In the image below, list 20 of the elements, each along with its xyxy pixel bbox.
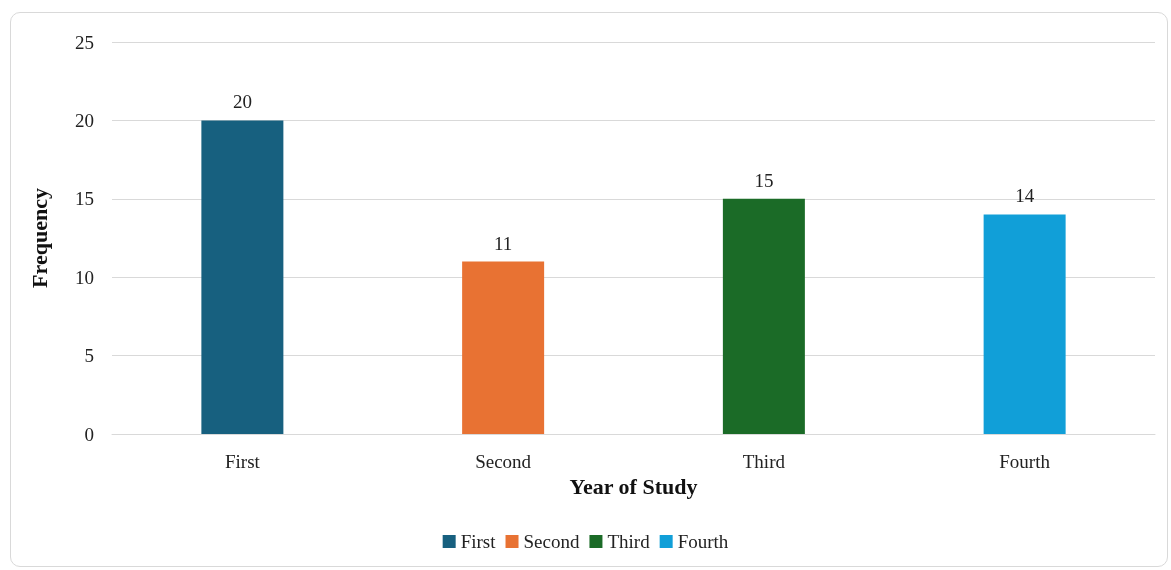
y-tick-label: 0 (84, 423, 94, 445)
x-tick-label: Second (475, 451, 532, 472)
data-label: 15 (754, 169, 774, 191)
y-tick-label: 20 (75, 109, 94, 131)
x-axis-title: Year of Study (569, 474, 698, 500)
x-tick-label: Fourth (999, 451, 1051, 472)
data-label: 11 (493, 232, 513, 254)
legend-label: Second (523, 531, 580, 552)
y-tick-label: 10 (75, 266, 94, 288)
legend-label: First (460, 531, 497, 552)
x-tick-label: First (224, 451, 261, 472)
data-label: 20 (232, 91, 252, 113)
data-label: 14 (1015, 185, 1035, 207)
y-tick-label: 5 (84, 345, 94, 367)
y-tick-label: 15 (75, 188, 94, 210)
y-tick-label: 25 (75, 31, 94, 53)
x-tick-label: Third (742, 451, 786, 472)
legend-label: Fourth (677, 531, 729, 552)
y-axis-title: Frequency (26, 188, 52, 288)
legend-label: Third (607, 531, 651, 552)
